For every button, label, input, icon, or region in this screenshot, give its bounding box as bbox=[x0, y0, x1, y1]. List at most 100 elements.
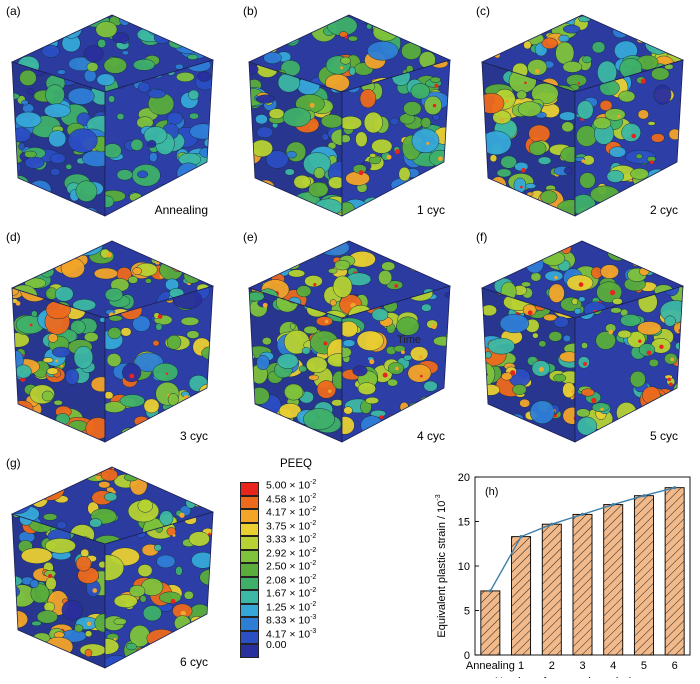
panel-caption: 5 cyc bbox=[649, 429, 678, 443]
legend-value-exponent: -2 bbox=[310, 533, 317, 540]
legend-swatch bbox=[240, 509, 259, 523]
panel-e: (e) 4 cyc bbox=[237, 226, 467, 448]
panel-label: (d) bbox=[6, 230, 21, 244]
legend-value-mantissa: 2.92 × 10 bbox=[266, 547, 311, 559]
legend-value-exponent: -2 bbox=[310, 587, 317, 594]
trend-point bbox=[580, 512, 585, 516]
trend-point bbox=[488, 589, 492, 593]
x-tick-label: 2 bbox=[549, 660, 555, 672]
y-tick-label: 5 bbox=[464, 606, 470, 618]
legend-value: 2.92 × 10-2 bbox=[266, 545, 316, 560]
bar bbox=[541, 523, 562, 656]
legend-value: 4.17 × 10-2 bbox=[266, 504, 316, 519]
panel-label: (g) bbox=[6, 456, 21, 470]
legend-swatch bbox=[240, 603, 259, 617]
x-tick-label: Annealing bbox=[466, 660, 515, 672]
legend-value: 4.17 × 10-3 bbox=[266, 626, 316, 641]
legend-swatch bbox=[240, 576, 259, 590]
legend-value-mantissa: 4.17 × 10 bbox=[266, 506, 311, 519]
legend-swatch bbox=[240, 563, 259, 577]
cube-face bbox=[249, 15, 450, 92]
peeq-legend: PEEQ 5.00 × 10-2 4.58 × 10-2 4.17 × 10-2 3.… bbox=[240, 455, 350, 684]
bar bbox=[480, 590, 501, 656]
panel-caption: 1 cyc bbox=[416, 203, 445, 217]
bar bbox=[511, 536, 532, 656]
x-axis-label: Number of cryogenic cycle / cyc bbox=[495, 676, 651, 678]
legend-value-exponent: -2 bbox=[310, 519, 317, 527]
legend-value: 3.75 × 10-2 bbox=[266, 518, 316, 533]
legend-value-mantissa: 8.33 × 10 bbox=[266, 614, 311, 627]
cube-g bbox=[10, 466, 215, 669]
legend-value: 3.33 × 10-2 bbox=[266, 531, 316, 546]
cube-d bbox=[10, 240, 215, 443]
legend-value-mantissa: 1.25 × 10 bbox=[266, 601, 311, 613]
panel-caption: 2 cyc bbox=[649, 203, 678, 217]
panel-g: (g) 6 cyc bbox=[0, 452, 230, 674]
legend-value-exponent: -3 bbox=[310, 614, 317, 621]
legend-value: 2.50 × 10-2 bbox=[266, 558, 316, 573]
legend-swatch bbox=[240, 482, 259, 496]
trend-point bbox=[611, 502, 615, 507]
legend-value: 4.58 × 10-2 bbox=[266, 491, 316, 506]
legend-value: 2.08 × 10-2 bbox=[266, 572, 316, 587]
x-tick-label: 1 bbox=[518, 660, 524, 672]
legend-value-exponent: -2 bbox=[310, 506, 317, 513]
cube-c bbox=[480, 14, 685, 217]
bar bbox=[664, 487, 685, 656]
legend-swatch bbox=[240, 536, 259, 550]
cube-b bbox=[247, 14, 452, 217]
cube-e bbox=[247, 240, 452, 443]
legend-value-mantissa: 4.17 × 10 bbox=[266, 628, 311, 640]
bar bbox=[633, 495, 654, 656]
legend-value: 0.00 bbox=[266, 639, 286, 651]
panel-label: (a) bbox=[6, 4, 21, 18]
panel-label: (f) bbox=[476, 230, 488, 244]
legend-swatch bbox=[240, 617, 259, 631]
x-tick-label: 6 bbox=[672, 660, 678, 672]
legend-value-mantissa: 2.08 × 10 bbox=[266, 574, 311, 586]
legend-value-exponent: -2 bbox=[310, 546, 317, 554]
legend-value: 1.25 × 10-2 bbox=[266, 599, 316, 614]
legend-swatch bbox=[240, 522, 259, 536]
legend-value: 5.00 × 10-2 bbox=[266, 477, 316, 492]
panel-b: (b) 1 cyc bbox=[237, 0, 467, 222]
legend-value-exponent: -2 bbox=[310, 573, 317, 581]
bar bbox=[603, 504, 624, 656]
panel-label: (e) bbox=[243, 230, 258, 244]
panel-d: (d) 3 cyc bbox=[0, 226, 230, 448]
y-axis-label-text: Equivalent plastic strain / 10 bbox=[436, 501, 448, 638]
trend-point bbox=[642, 494, 646, 498]
y-axis-label: Equivalent plastic strain / 10-3 bbox=[435, 494, 448, 637]
panel-caption: 3 cyc bbox=[179, 429, 208, 443]
x-tick-label: 4 bbox=[610, 660, 616, 672]
trend-point bbox=[673, 486, 677, 490]
y-axis-label-exponent: -3 bbox=[435, 494, 442, 500]
y-tick-label: 10 bbox=[458, 561, 470, 573]
panel-caption: Annealing bbox=[154, 203, 208, 217]
y-tick-label: 15 bbox=[458, 517, 470, 529]
cube-f bbox=[480, 240, 685, 443]
y-tick-label: 0 bbox=[464, 650, 470, 662]
legend-value-mantissa: 5.00 × 10 bbox=[266, 479, 311, 492]
panel-label: (c) bbox=[476, 4, 490, 18]
legend-value-exponent: -2 bbox=[310, 492, 317, 500]
legend-swatch bbox=[240, 644, 259, 658]
legend-swatch bbox=[240, 630, 259, 644]
trend-point bbox=[550, 522, 554, 526]
legend-value-exponent: -3 bbox=[310, 627, 317, 635]
legend-value-mantissa: 3.33 × 10 bbox=[266, 533, 311, 546]
legend-value: 1.67 × 10-2 bbox=[266, 585, 316, 600]
legend-value-mantissa: 1.67 × 10 bbox=[266, 587, 311, 600]
legend-value-exponent: -2 bbox=[310, 479, 317, 486]
panel-c: (c) 2 cyc bbox=[470, 0, 700, 222]
trend-point bbox=[519, 535, 523, 539]
cube-a bbox=[10, 14, 215, 217]
legend-value-exponent: -2 bbox=[310, 600, 317, 608]
legend-swatch bbox=[240, 590, 259, 604]
overlay-time-text: Time bbox=[397, 334, 422, 346]
chart-panel-label: (h) bbox=[485, 486, 498, 498]
legend-swatch bbox=[240, 495, 259, 509]
legend-value-mantissa: 0.00 bbox=[266, 639, 287, 651]
